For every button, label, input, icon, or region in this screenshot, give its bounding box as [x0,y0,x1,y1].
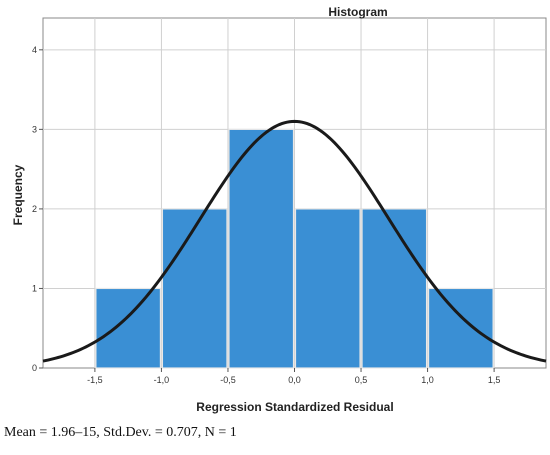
y-tick-label: 2 [32,204,37,214]
x-tick-label: -1,5 [87,375,103,385]
histogram-bar [95,287,162,369]
chart-title: Histogram [328,5,387,19]
y-tick-label: 4 [32,45,37,55]
x-axis-title: Regression Standardized Residual [196,400,393,414]
y-axis-title: Frequency [11,164,25,225]
x-tick-label: -0,5 [220,375,236,385]
bar-layer [95,128,494,369]
summary-caption: Mean = 1.96–15, Std.Dev. = 0.707, N = 1 [4,425,237,440]
tick-layer: -1,5 -1,0 -0,5 0,0 0,5 1,0 1,5 0 1 2 3 4 [32,45,500,385]
y-tick-label: 1 [32,283,37,293]
x-tick-label: -1,0 [154,375,170,385]
histogram-bar [161,208,228,369]
histogram-bar [361,208,428,369]
curve-layer [42,119,547,363]
grid-layer [43,18,546,368]
histogram-bar [294,208,361,369]
y-tick-label: 0 [32,363,37,373]
histogram-bar [228,128,295,369]
normal-curve [42,119,547,363]
x-tick-label: 1,5 [488,375,501,385]
histogram-bar [427,287,494,369]
x-tick-label: 0,0 [288,375,301,385]
y-tick-label: 3 [32,124,37,134]
x-tick-label: 0,5 [355,375,368,385]
x-tick-label: 1,0 [421,375,434,385]
